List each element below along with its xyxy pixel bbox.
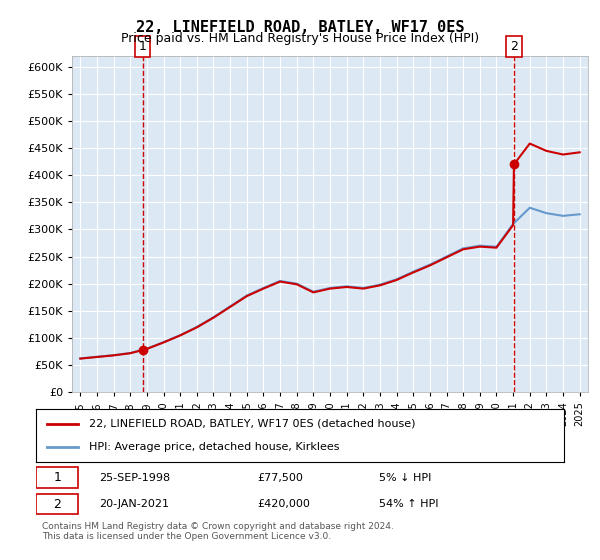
Text: Price paid vs. HM Land Registry's House Price Index (HPI): Price paid vs. HM Land Registry's House … [121, 32, 479, 45]
Text: £420,000: £420,000 [258, 499, 311, 509]
Text: 1: 1 [53, 471, 61, 484]
Text: 20-JAN-2021: 20-JAN-2021 [100, 499, 169, 509]
Text: 22, LINEFIELD ROAD, BATLEY, WF17 0ES (detached house): 22, LINEFIELD ROAD, BATLEY, WF17 0ES (de… [89, 419, 415, 429]
Text: 5% ↓ HPI: 5% ↓ HPI [379, 473, 431, 483]
Text: 22, LINEFIELD ROAD, BATLEY, WF17 0ES: 22, LINEFIELD ROAD, BATLEY, WF17 0ES [136, 20, 464, 35]
Text: 2: 2 [53, 498, 61, 511]
Text: 1: 1 [139, 40, 146, 53]
Text: £77,500: £77,500 [258, 473, 304, 483]
FancyBboxPatch shape [36, 468, 78, 488]
Text: 25-SEP-1998: 25-SEP-1998 [100, 473, 170, 483]
Text: HPI: Average price, detached house, Kirklees: HPI: Average price, detached house, Kirk… [89, 442, 340, 452]
Text: Contains HM Land Registry data © Crown copyright and database right 2024.
This d: Contains HM Land Registry data © Crown c… [42, 522, 394, 542]
FancyBboxPatch shape [36, 494, 78, 514]
Text: 54% ↑ HPI: 54% ↑ HPI [379, 499, 439, 509]
Text: 2: 2 [510, 40, 518, 53]
